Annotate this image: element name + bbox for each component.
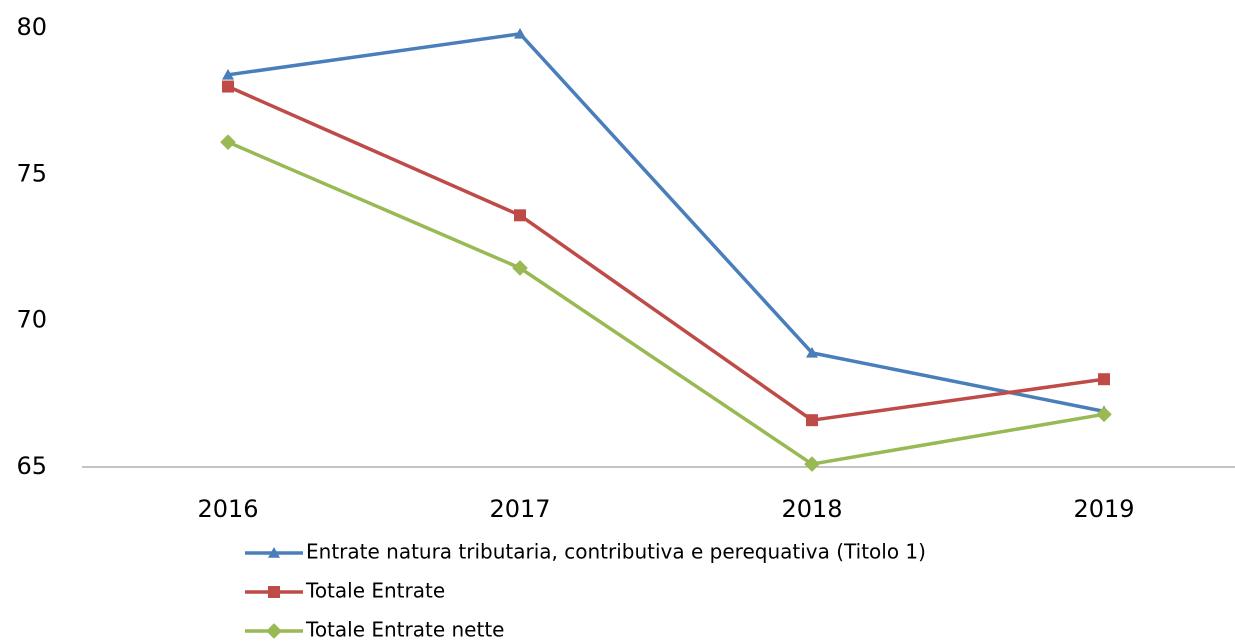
legend-label: Totale Entrate <box>305 579 445 603</box>
x-tick-label: 2018 <box>781 495 842 523</box>
y-tick-label: 70 <box>16 306 47 334</box>
x-tick-label: 2016 <box>197 495 258 523</box>
legend-marker <box>266 623 282 639</box>
legend-label: Entrate natura tributaria, contributiva … <box>306 540 926 564</box>
y-tick-label: 65 <box>16 452 47 480</box>
y-tick-label: 80 <box>16 13 47 41</box>
data-point <box>222 68 234 80</box>
x-tick-label: 2019 <box>1073 495 1134 523</box>
data-point <box>806 414 818 427</box>
data-point <box>806 346 818 358</box>
series-line <box>227 84 1105 422</box>
y-tick-label: 75 <box>16 159 47 187</box>
x-tick-label: 2017 <box>489 495 550 523</box>
data-point <box>222 80 234 93</box>
data-point <box>1098 373 1110 386</box>
data-point <box>514 27 526 39</box>
data-point <box>804 456 820 472</box>
data-point <box>1096 406 1112 423</box>
data-point <box>512 260 528 276</box>
legend-marker <box>268 547 280 558</box>
series-line <box>227 140 1105 466</box>
legend-marker <box>268 586 280 598</box>
series-line <box>227 32 1105 414</box>
legend-label: Totale Entrate nette <box>305 618 504 642</box>
data-point <box>514 209 526 222</box>
data-point <box>220 134 236 150</box>
